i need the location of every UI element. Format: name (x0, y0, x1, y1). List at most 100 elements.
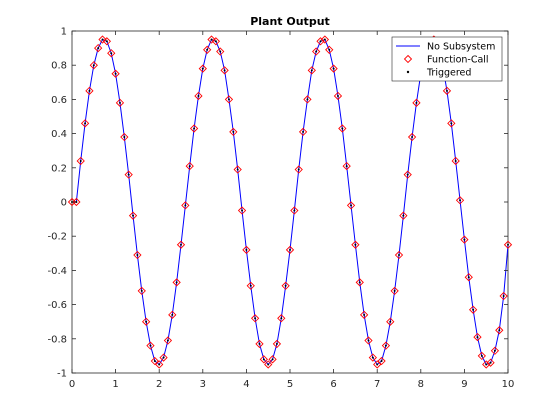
function-call-marker (185, 161, 194, 171)
triggered-marker (289, 248, 291, 251)
triggered-marker (254, 317, 257, 320)
x-tick-label: 10 (502, 379, 515, 390)
function-call-marker (229, 127, 238, 137)
triggered-marker (302, 130, 305, 133)
function-call-marker (460, 235, 469, 244)
function-call-marker (298, 127, 308, 137)
function-call-marker (220, 66, 229, 75)
function-call-marker (224, 95, 234, 104)
y-tick-label: -0.2 (47, 232, 67, 243)
chart-title: Plant Output (250, 15, 330, 28)
triggered-marker (341, 127, 344, 130)
y-tick-label: 0 (61, 198, 67, 209)
triggered-marker (79, 159, 82, 162)
x-tick-label: 1 (112, 379, 118, 390)
function-call-marker (329, 64, 338, 73)
triggered-marker (332, 67, 335, 70)
triggered-marker (236, 168, 239, 171)
triggered-marker (136, 254, 139, 257)
triggered-marker (158, 363, 161, 366)
triggered-marker (459, 199, 462, 202)
legend-box (391, 36, 503, 82)
triggered-marker (210, 38, 213, 41)
function-call-marker (333, 91, 343, 101)
series-layer (67, 35, 513, 369)
triggered-marker (354, 243, 357, 246)
legend-label-function-call: Function-Call (427, 55, 489, 66)
triggered-marker (393, 289, 396, 292)
function-call-marker (338, 124, 347, 133)
y-tick-label: -1 (57, 369, 67, 380)
function-call-marker (268, 355, 277, 364)
triggered-marker (258, 342, 261, 345)
function-call-marker (312, 47, 321, 56)
function-call-marker (211, 37, 221, 46)
triggered-marker (336, 94, 339, 97)
function-call-marker (172, 278, 181, 287)
function-call-marker (216, 47, 225, 56)
function-call-marker (159, 353, 168, 362)
y-tick-label: -0.4 (47, 266, 67, 277)
function-call-marker (85, 86, 94, 95)
triggered-marker (498, 329, 501, 332)
function-call-marker (468, 305, 478, 314)
function-call-marker (168, 310, 177, 319)
triggered-marker (188, 165, 191, 168)
triggered-marker (297, 168, 300, 171)
function-call-marker (146, 341, 155, 350)
function-call-marker (115, 98, 125, 107)
function-call-marker (464, 273, 473, 282)
function-call-marker (111, 69, 120, 78)
triggered-marker (310, 69, 313, 72)
triggered-marker (445, 89, 448, 92)
triggered-marker (345, 165, 348, 168)
function-call-marker (495, 326, 504, 335)
triggered-marker (306, 98, 309, 101)
triggered-marker (380, 360, 383, 363)
function-call-marker (277, 314, 286, 323)
function-call-marker (377, 356, 386, 366)
triggered-marker (476, 336, 479, 339)
triggered-marker (406, 173, 409, 176)
triggered-marker (319, 40, 322, 43)
function-call-marker (259, 355, 268, 364)
triggered-marker (402, 214, 405, 217)
function-call-marker (198, 64, 207, 73)
function-call-marker (94, 43, 103, 53)
triggered-marker (123, 136, 126, 139)
function-call-marker (120, 132, 129, 142)
legend-swatch-triggered (406, 70, 410, 74)
function-call-marker (107, 49, 116, 58)
triggered-marker (166, 339, 169, 342)
triggered-marker (350, 204, 353, 207)
triggered-marker (262, 358, 265, 361)
function-call-marker (355, 278, 364, 287)
function-call-marker (320, 35, 330, 44)
y-tick-label: 0.6 (51, 95, 67, 106)
triggered-marker (132, 214, 135, 217)
triggered-marker (75, 201, 78, 203)
function-call-marker (80, 119, 90, 128)
triggered-marker (232, 130, 235, 133)
y-tick-label: 0.8 (51, 61, 67, 72)
y-tick-label: 0.2 (51, 163, 67, 174)
function-call-marker (98, 35, 107, 44)
function-call-marker (325, 45, 334, 54)
function-call-marker (242, 245, 251, 255)
function-call-marker (290, 206, 299, 215)
triggered-marker (398, 254, 400, 257)
triggered-marker (389, 320, 392, 323)
function-call-marker (124, 170, 133, 179)
triggered-marker (201, 67, 204, 70)
function-call-marker (490, 346, 500, 355)
x-tick-label: 4 (243, 379, 249, 390)
triggered-marker (105, 40, 108, 43)
triggered-marker (118, 101, 121, 104)
triggered-marker (367, 339, 370, 342)
function-call-marker (246, 281, 255, 290)
function-call-marker (176, 240, 186, 249)
triggered-marker (507, 243, 509, 246)
function-call-marker (102, 37, 112, 46)
function-call-marker (133, 250, 142, 260)
